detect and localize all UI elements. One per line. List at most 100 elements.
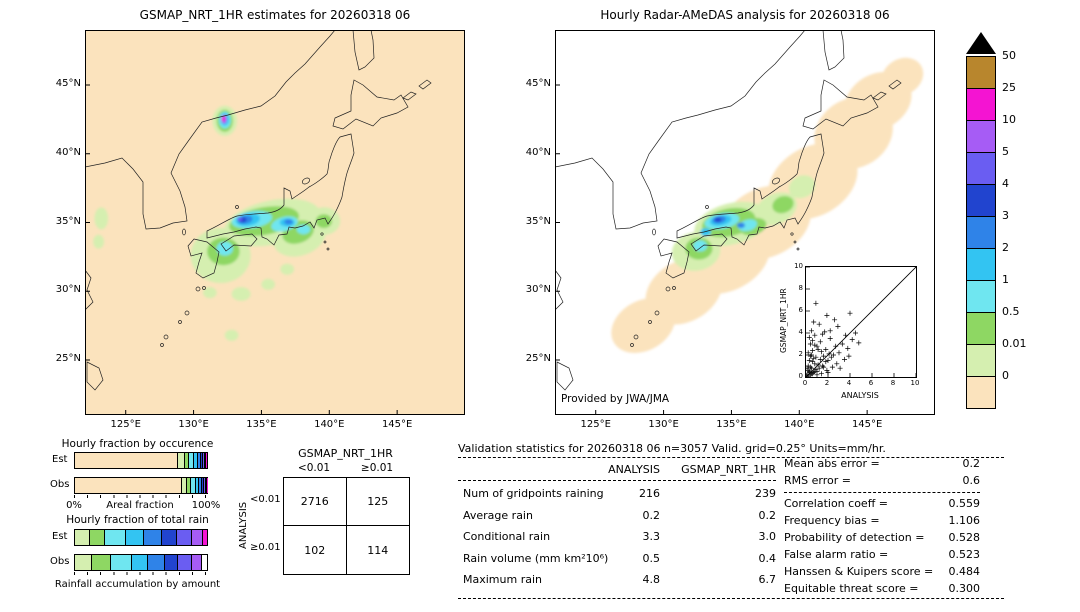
- stats-divider-bottom: [458, 598, 1004, 599]
- inset-y-tick-label: 0: [798, 372, 803, 380]
- colorbar-tick-label: 4: [1002, 177, 1009, 190]
- lat-tick-label: 25°N: [525, 353, 551, 364]
- colorbar-cell-green: [967, 312, 995, 344]
- stats-side-row: RMS error = 0.6: [784, 472, 980, 489]
- stats-cell: 0.4: [758, 551, 777, 565]
- colorbar-cell-blue4: [967, 184, 995, 216]
- stats-side-row: Probability of detection = 0.528: [784, 529, 980, 546]
- colorbar-tick-label: 0.5: [1002, 305, 1020, 318]
- bar-segment-green: [184, 453, 189, 468]
- bar-segment-violet: [177, 555, 193, 570]
- lat-tick-label: 45°N: [55, 78, 81, 89]
- occurrence-axis-title: Areal fraction: [106, 500, 174, 511]
- colorbar-tick-label: 0.01: [1002, 337, 1027, 350]
- stats-side-cell: Mean abs error =: [784, 457, 880, 470]
- stats-side-cell: 0.2: [962, 457, 981, 470]
- totalrain-est-bar: [74, 529, 208, 546]
- occurrence-obs-bar: [74, 477, 208, 494]
- stats-side-cell: 0.528: [948, 531, 981, 544]
- stats-side-cell: 0.523: [948, 548, 981, 561]
- stats-cell: 0.5: [642, 551, 661, 565]
- bar-segment-violet: [202, 453, 205, 468]
- totalrain-caption: Rainfall accumulation by amount: [54, 579, 221, 590]
- bar-segment-violet: [176, 530, 193, 545]
- colorbar-overflow-triangle-icon: [966, 32, 996, 54]
- colorbar-tick-label: 2: [1002, 241, 1009, 254]
- inset-x-tick-label: 8: [890, 379, 896, 387]
- stats-side-row: Frequency bias = 1.106: [784, 512, 980, 529]
- colorbar-tick-label: 0: [1002, 369, 1009, 382]
- bar-segment-lightcyan: [110, 555, 132, 570]
- contingency-grid: 2716 125 102 114: [283, 477, 410, 575]
- stats-table-body: Num of gridpoints raining 216 239 Average r…: [458, 483, 778, 591]
- stats-col-analysis: ANALYSIS: [608, 463, 660, 476]
- bar-segment-blue4: [164, 555, 178, 570]
- bar-segment-peach: [75, 478, 182, 493]
- stats-side-cell: Probability of detection =: [784, 531, 925, 544]
- occurrence-axis-max: 100%: [191, 500, 221, 511]
- colorbar-cell-purple: [967, 120, 995, 152]
- bar-segment-cyan: [131, 555, 148, 570]
- lon-tick-label: 145°E: [851, 419, 883, 430]
- contingency-cell-00: 2716: [284, 478, 347, 526]
- stats-cell: Average rain: [463, 508, 533, 522]
- stats-table-row: Conditional rain 3.3 3.0: [458, 526, 778, 548]
- bar-segment-palegreen: [75, 555, 93, 570]
- lat-tick-label: 40°N: [55, 146, 81, 158]
- left-map-title: GSMAP_NRT_1HR estimates for 20260318 06: [139, 8, 411, 22]
- inset-y-tick-label: 8: [798, 284, 803, 292]
- gsmap-map-svg: [84, 29, 465, 415]
- stats-col-gsmap: GSMAP_NRT_1HR: [681, 463, 776, 476]
- lat-tick-label: 25°N: [55, 353, 81, 364]
- bar-segment-lightcyan: [105, 530, 127, 545]
- bar-segment-blue3: [199, 478, 202, 493]
- stats-table-row: Maximum rain 4.8 6.7: [458, 569, 778, 591]
- contingency-title: GSMAP_NRT_1HR: [298, 447, 393, 460]
- stats-side-cell: Hanssen & Kuipers score =: [784, 565, 934, 578]
- bar-segment-blue3: [197, 453, 202, 468]
- colorbar-tick-label: 25: [1002, 81, 1016, 94]
- right-map-title: Hourly Radar-AMeDAS analysis for 2026031…: [600, 8, 890, 22]
- colorbar-cell-peach: [967, 376, 995, 408]
- stats-divider-top: [458, 457, 1004, 458]
- bar-segment-cyan: [195, 478, 200, 493]
- bar-segment-green: [92, 555, 111, 570]
- lat-tick-label: 40°N: [525, 146, 551, 158]
- occurrence-axis-ticks: [74, 495, 206, 498]
- colorbar-tick-label: 1: [1002, 273, 1009, 286]
- stats-side-cell: 0.559: [948, 497, 981, 510]
- stats-side-row: Correlation coeff = 0.559: [784, 495, 980, 512]
- lon-tick-label: 125°E: [110, 419, 141, 430]
- colorbar-tick-label: 50: [1002, 49, 1016, 62]
- totalrain-est-label: Est: [52, 531, 68, 542]
- bar-segment-lightcyan: [188, 453, 194, 468]
- stats-side-row: Mean abs error = 0.2: [784, 455, 980, 472]
- lat-tick-label: 30°N: [525, 284, 551, 296]
- stats-side-cell: Correlation coeff =: [784, 497, 888, 510]
- totalrain-obs-bar: [74, 554, 208, 571]
- contingency-row-header-ge: ≥0.01: [250, 542, 281, 553]
- stats-side-row: Equitable threat score = 0.300: [784, 580, 980, 597]
- stats-table-row: Rain volume (mm km²10⁶) 0.5 0.4: [458, 548, 778, 570]
- colorbar-tick-label: 10: [1002, 113, 1016, 126]
- stats-cell: Rain volume (mm km²10⁶): [463, 551, 609, 565]
- bar-segment-violet: [203, 478, 206, 493]
- bar-segment-green: [187, 478, 192, 493]
- gsmap-estimate-map: [84, 29, 465, 415]
- inset-x-tick-label: 6: [868, 379, 874, 387]
- bar-segment-purple: [192, 530, 203, 545]
- stats-table-row: Average rain 0.2 0.2: [458, 505, 778, 527]
- bar-segment-lightcyan: [191, 478, 196, 493]
- totalrain-obs-label: Obs: [50, 556, 70, 567]
- stats-side-divider: [784, 492, 980, 493]
- lon-tick-label: 140°E: [314, 419, 345, 430]
- stats-cell: 6.7: [758, 573, 777, 586]
- contingency-row-axis-label: ANALYSIS: [238, 501, 249, 549]
- contingency-cell-10: 102: [284, 526, 347, 574]
- colorbar-cells: [966, 56, 996, 409]
- lat-tick-label: 30°N: [55, 284, 81, 296]
- inset-y-tick-label: 2: [798, 350, 803, 358]
- bar-segment-magenta: [206, 453, 207, 468]
- stats-side-cell: False alarm ratio =: [784, 548, 889, 561]
- bar-segment-cyan: [193, 453, 198, 468]
